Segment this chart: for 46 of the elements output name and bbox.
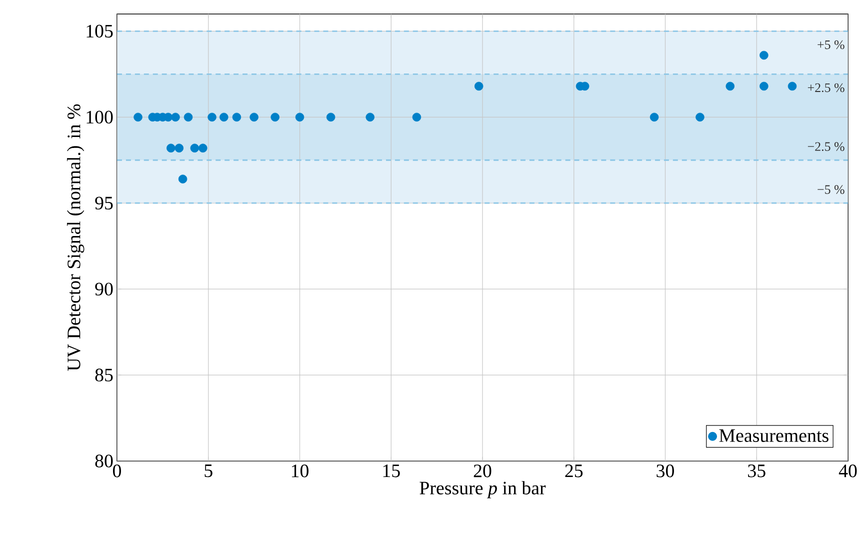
point [295, 112, 304, 122]
point [788, 82, 797, 91]
annotation: −5 % [818, 185, 844, 194]
y-axis-title: UV Detector Signal (normal.) in % [67, 104, 84, 371]
point [250, 112, 258, 122]
x-tick-label: 40 [838, 464, 857, 478]
annotation: −2.5 % [808, 142, 844, 151]
point [760, 50, 768, 60]
annotation: +5 % [818, 40, 844, 50]
point [760, 82, 768, 91]
y-tick-label: 105 [86, 24, 113, 38]
point [171, 112, 180, 122]
point [190, 144, 200, 152]
x-tick-label: 5 [204, 464, 212, 478]
point [270, 112, 280, 122]
annotation: +2.5 % [808, 83, 844, 92]
point [474, 82, 484, 91]
point [178, 174, 188, 184]
point [134, 112, 142, 122]
point [208, 112, 216, 122]
x-tick-label: 10 [292, 464, 308, 478]
point [232, 112, 242, 122]
point [412, 112, 422, 122]
y-tick-label: 100 [86, 110, 113, 124]
legend-label: Measurements [719, 429, 828, 442]
point [220, 112, 228, 122]
y-tick-label: 90 [95, 282, 113, 296]
x-axis-title: Pressure p in bar [420, 481, 546, 498]
point [326, 112, 336, 122]
x-tick-label: 20 [474, 464, 492, 478]
y-tick-label: 85 [95, 368, 113, 382]
point [166, 144, 176, 152]
x-tick-label: 25 [565, 464, 583, 478]
y-tick-label: 80 [95, 454, 113, 468]
x-tick-label: 15 [383, 464, 400, 478]
y-tick-label: 95 [95, 196, 113, 210]
point [696, 112, 704, 122]
x-tick-label: 35 [748, 464, 766, 478]
x-tick-label: 30 [656, 464, 674, 478]
point [184, 112, 193, 122]
x-tick-label: 0 [112, 464, 121, 478]
point [650, 112, 659, 122]
point [726, 82, 735, 91]
point [174, 144, 184, 152]
point [198, 144, 208, 152]
point [366, 112, 374, 122]
